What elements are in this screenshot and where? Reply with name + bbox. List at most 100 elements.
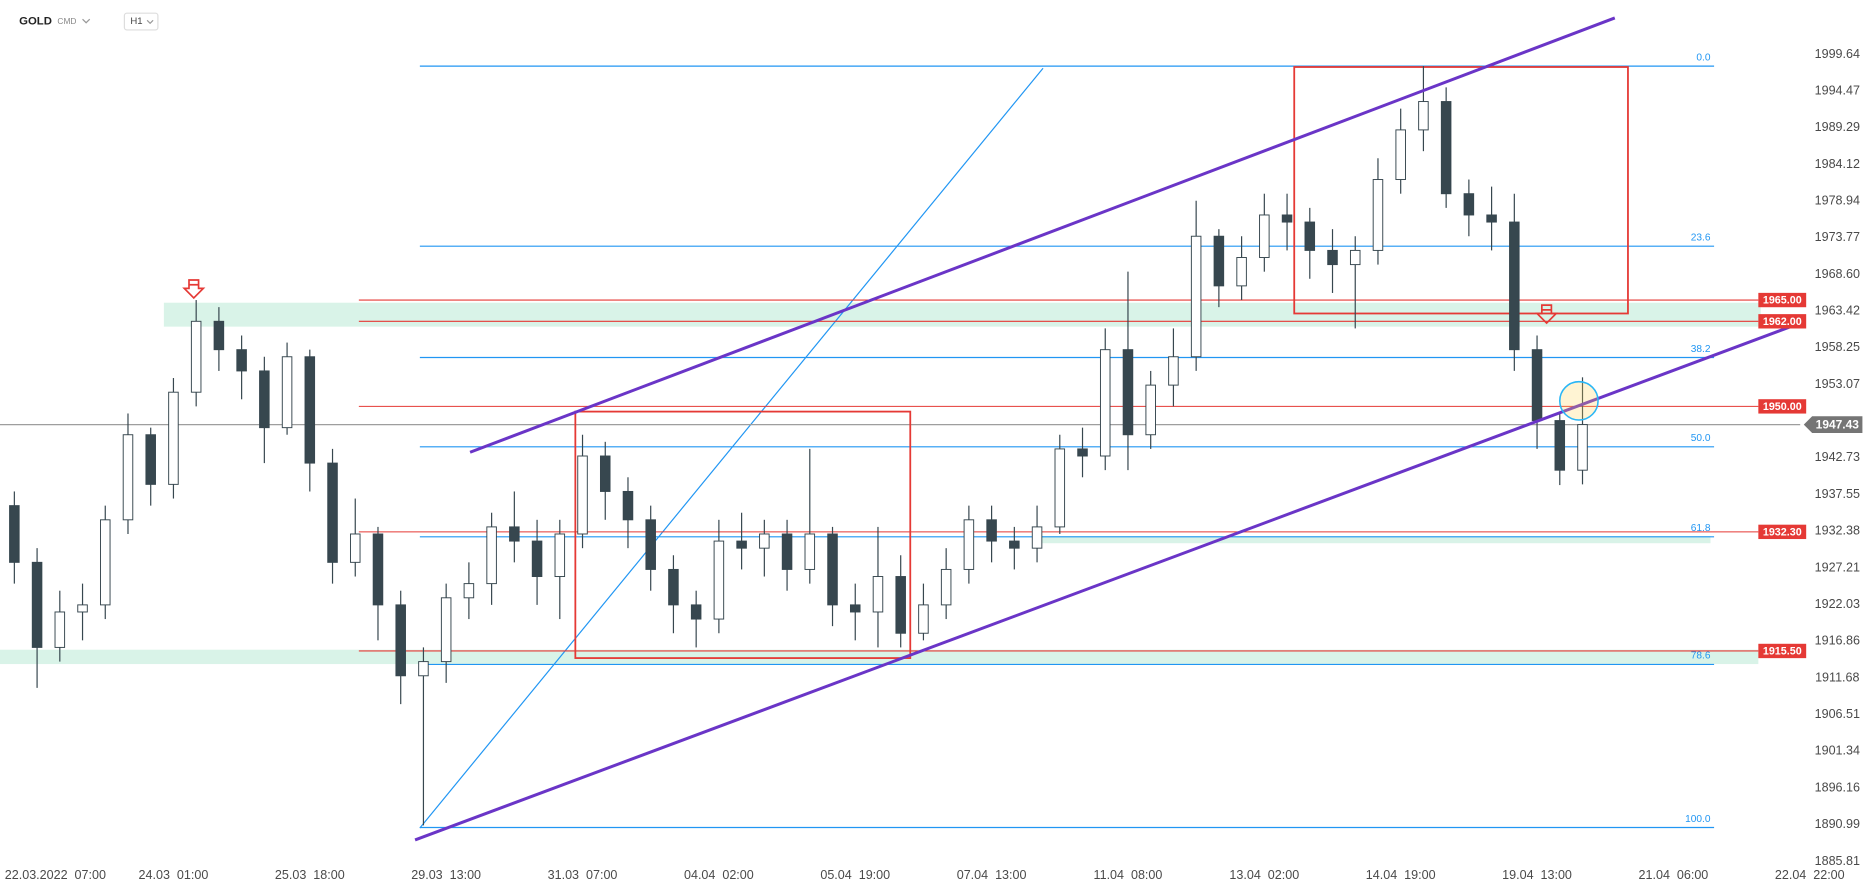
candle-body [986,519,997,542]
zone [163,302,1761,327]
candle-body [1190,235,1202,358]
candle-body [1531,349,1543,422]
y-tick-label: 1885.81 [1815,854,1860,868]
candle-body [190,320,202,393]
y-tick-label: 1994.47 [1815,83,1860,97]
candle-body [349,533,361,563]
last-price-tag [1803,416,1863,433]
candle-body [54,611,66,648]
y-tick-label: 1953.07 [1815,377,1860,391]
candle-body [486,526,497,585]
zone [1040,536,1711,544]
candle-body [1168,356,1179,386]
trendline [469,16,1616,454]
fib-label: 100.0 [1685,814,1711,825]
range-box [574,410,912,659]
dropdown-caret[interactable] [82,18,91,24]
candle-body [1486,214,1497,223]
y-tick-label: 1958.25 [1815,340,1860,354]
candle-body [1509,221,1520,351]
y-tick-label: 1989.29 [1815,120,1860,134]
candle-body [781,533,793,570]
level-tag-label: 1965.00 [1763,294,1802,306]
candle-body [713,540,725,620]
candle-body [213,320,225,351]
candle-body [690,604,702,620]
candle-body [668,568,679,606]
candle-body [168,391,179,485]
x-tick-label: 22.03.2022 07:00 [5,868,106,882]
fib-label: 78.6 [1691,651,1711,662]
candle-body [1031,526,1043,549]
candle-body [327,462,338,563]
x-tick-label: 29.03 13:00 [411,868,481,882]
level-tag-label: 1962.00 [1763,316,1802,328]
candle-body [963,519,975,570]
candle-body [1577,424,1588,471]
candle-body [122,434,134,521]
candle-body [531,540,543,578]
x-tick-label: 07.04 13:00 [957,868,1027,882]
x-tick-label: 31.03 07:00 [548,868,618,882]
x-tick-label: 19.04 13:00 [1502,868,1572,882]
candle-body [849,604,861,613]
candle-body [1099,349,1111,457]
candle-body [1236,257,1247,287]
y-tick-label: 1922.03 [1815,597,1860,611]
y-tick-label: 1932.38 [1815,524,1860,538]
arrow-down [182,279,206,300]
x-tick-label: 25.03 18:00 [275,868,345,882]
candle-body [1418,101,1429,131]
interval[interactable]: H1 [130,16,142,27]
candle-body [1054,448,1066,528]
x-tick-label: 24.03 01:00 [139,868,209,882]
candle-body [1281,214,1293,223]
last-price-label: 1947.43 [1816,417,1860,431]
candles [9,66,1588,826]
market[interactable]: CMD [57,16,76,26]
level-tag [1758,643,1807,659]
level-tag-label: 1950.00 [1763,401,1802,413]
y-tick-label: 1916.86 [1815,634,1860,648]
candle-body [372,533,384,606]
arrow-down [1535,304,1559,325]
x-tick-label: 13.04 02:00 [1229,868,1299,882]
axes: 1999.64 1994.47 1989.29 1984.12 1978.94 1973.… [5,47,1863,882]
x-tick-label: 05.04 19:00 [820,868,890,882]
y-tick-label: 1978.94 [1815,194,1860,208]
candle-body [1009,540,1020,549]
candle-body [99,519,111,606]
x-tick-label: 11.04 08:00 [1094,868,1163,882]
chart-area: GOLD CMD H1 0.0 23.6 38.2 50.0 61.8 78.6 100.0… [0,12,1863,882]
candle-body [463,583,475,599]
trendline [414,321,1801,842]
dropdown-caret[interactable] [146,19,154,25]
candle-body [1554,420,1566,471]
fib-label: 0.0 [1696,52,1710,63]
candle-body [1259,214,1270,258]
candle-body [1463,193,1475,216]
fibonacci: 0.0 23.6 38.2 50.0 61.8 78.6 100.0 [419,52,1715,829]
candle-body [918,604,929,634]
candle-body [145,434,156,485]
candle-body [77,604,88,613]
y-tick-label: 1911.68 [1815,670,1859,684]
candle-body [395,604,406,677]
y-tick-label: 1963.42 [1815,304,1860,318]
candle-body [1213,235,1225,287]
candle-body [418,661,429,677]
level-tag-label: 1932.30 [1763,526,1802,538]
fib-label: 38.2 [1691,344,1711,355]
y-tick-label: 1942.73 [1815,450,1860,464]
symbol[interactable]: GOLD [19,16,52,28]
fib-label: 61.8 [1691,523,1711,534]
candle-body [31,561,43,648]
candle-body [804,533,816,570]
interval-box[interactable] [123,12,159,31]
y-tick-label: 1937.55 [1815,487,1860,501]
x-tick-label: 04.04 02:00 [684,868,754,882]
y-tick-label: 1984.12 [1815,157,1860,171]
level-tag [1758,314,1807,329]
